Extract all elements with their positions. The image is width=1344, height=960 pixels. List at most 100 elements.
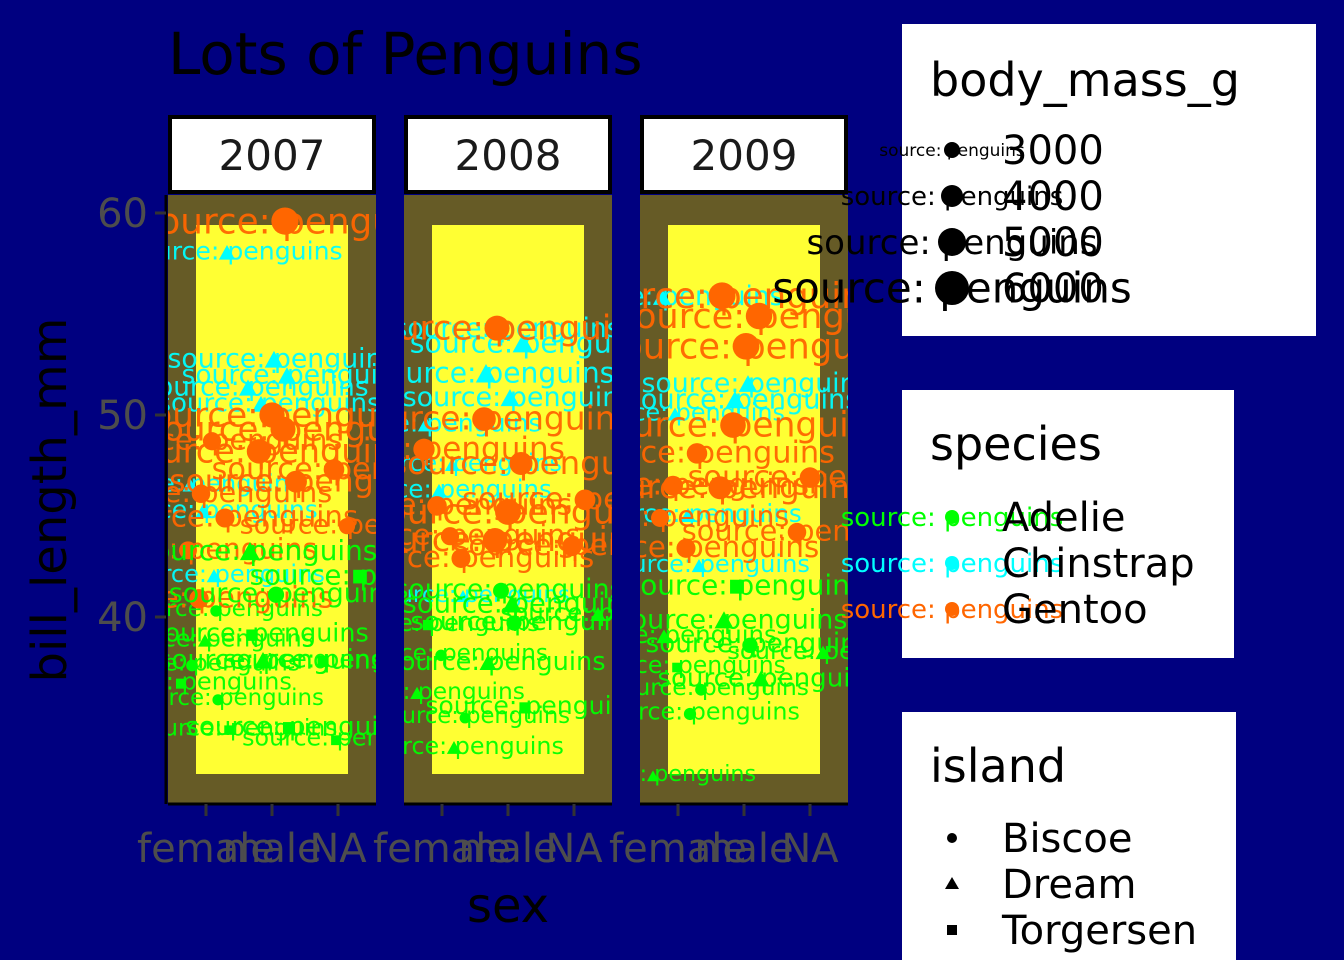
legend-shape-box xyxy=(902,712,1236,960)
point-label: source: penguins xyxy=(128,685,324,711)
data-point xyxy=(456,589,470,602)
data-point xyxy=(479,654,497,670)
data-point xyxy=(725,390,745,409)
data-point xyxy=(647,770,659,782)
legend-size-entry: 6000 xyxy=(1002,266,1104,312)
legend-color-entry: Gentoo xyxy=(1002,587,1148,633)
data-point xyxy=(323,459,345,480)
data-point xyxy=(270,416,296,442)
data-point xyxy=(189,589,209,609)
point-label: source: penguins xyxy=(626,569,865,602)
data-point xyxy=(246,439,272,464)
x-tick-label: male xyxy=(694,826,793,872)
data-point xyxy=(472,407,496,431)
point-label: source: penguins xyxy=(627,384,860,415)
legend-size-entry: 3000 xyxy=(1002,128,1104,174)
point-label: source: penguins xyxy=(185,712,408,742)
legend-size-key xyxy=(941,185,963,207)
facet-strip xyxy=(168,115,376,194)
legend-color-key xyxy=(945,510,959,524)
y-axis-title: bill_length_mm xyxy=(22,318,78,683)
data-point xyxy=(708,476,732,500)
data-point xyxy=(574,489,596,511)
y-axis: 40 50 60 xyxy=(97,191,168,804)
legend-size-key xyxy=(944,142,960,158)
data-point xyxy=(218,245,236,260)
data-point xyxy=(206,569,222,583)
data-point xyxy=(179,541,197,560)
point-label: source: penguins xyxy=(151,618,368,648)
data-point xyxy=(444,458,460,472)
data-point xyxy=(799,467,821,488)
data-point xyxy=(431,483,447,498)
legend-size-box xyxy=(902,24,1316,336)
legend-color-title: species xyxy=(930,417,1102,471)
legend-shape-entry: Torgersen xyxy=(1001,908,1197,954)
data-point xyxy=(484,315,510,341)
point-label: source: penguins xyxy=(223,645,438,674)
point-label: source: penguins xyxy=(137,713,338,741)
data-point xyxy=(495,499,521,525)
point-label: source: penguins xyxy=(374,357,615,390)
data-point xyxy=(186,659,198,672)
point-label: source: penguins xyxy=(596,697,800,725)
data-point xyxy=(663,475,683,496)
legend-size-key xyxy=(935,271,969,305)
point-label: source: penguins xyxy=(325,677,525,705)
point-label: source: penguins xyxy=(372,582,570,608)
data-point xyxy=(282,722,296,735)
legend-shape-entry: Dream xyxy=(1002,862,1136,908)
data-point xyxy=(787,522,807,542)
data-point xyxy=(210,605,222,617)
legend-shape-key xyxy=(947,925,957,935)
data-point xyxy=(413,438,435,461)
point-label: source: penguins xyxy=(500,598,712,627)
data-point xyxy=(277,367,297,384)
x-tick-label: female xyxy=(609,826,747,872)
data-point xyxy=(708,282,736,310)
facet-strip xyxy=(640,115,848,194)
point-label: source: penguins xyxy=(360,732,564,760)
point-label: source: penguins xyxy=(575,436,835,471)
y-tick-label: 50 xyxy=(97,393,148,439)
legend-size-entry: 5000 xyxy=(1002,220,1104,266)
data-point xyxy=(656,629,672,644)
point-label: source: penguins xyxy=(609,673,809,701)
legend-shape-key xyxy=(945,877,959,889)
data-point xyxy=(212,694,224,706)
chart-title: Lots of Penguins xyxy=(168,20,643,88)
data-point xyxy=(651,509,669,527)
point-label: source: penguins xyxy=(143,373,368,403)
legend-size-key xyxy=(938,228,966,256)
point-label: source: penguins xyxy=(410,326,653,359)
legend-color-key xyxy=(945,556,959,570)
legend-shape-entry: Biscoe xyxy=(1002,816,1132,862)
point-label: source: penguins xyxy=(425,691,640,720)
facet-strip xyxy=(404,115,612,194)
data-point xyxy=(417,416,435,432)
x-axis-title: sex xyxy=(467,878,549,934)
point-label: source: penguins xyxy=(119,560,325,588)
y-tick-label: 40 xyxy=(97,595,148,641)
data-point xyxy=(683,707,697,721)
point-label: source: penguins xyxy=(386,647,605,677)
legend-shape-key xyxy=(947,833,957,843)
data-point xyxy=(422,619,434,631)
point-label: source: penguins xyxy=(727,636,935,665)
data-point xyxy=(191,484,211,504)
data-point xyxy=(695,683,707,696)
point-label: source: penguins xyxy=(86,667,292,695)
data-point xyxy=(720,412,746,438)
panel-inner-fill xyxy=(668,225,820,774)
data-point xyxy=(714,611,734,629)
data-point xyxy=(435,649,447,662)
data-point xyxy=(815,645,831,660)
point-label: source: penguins xyxy=(657,663,880,693)
